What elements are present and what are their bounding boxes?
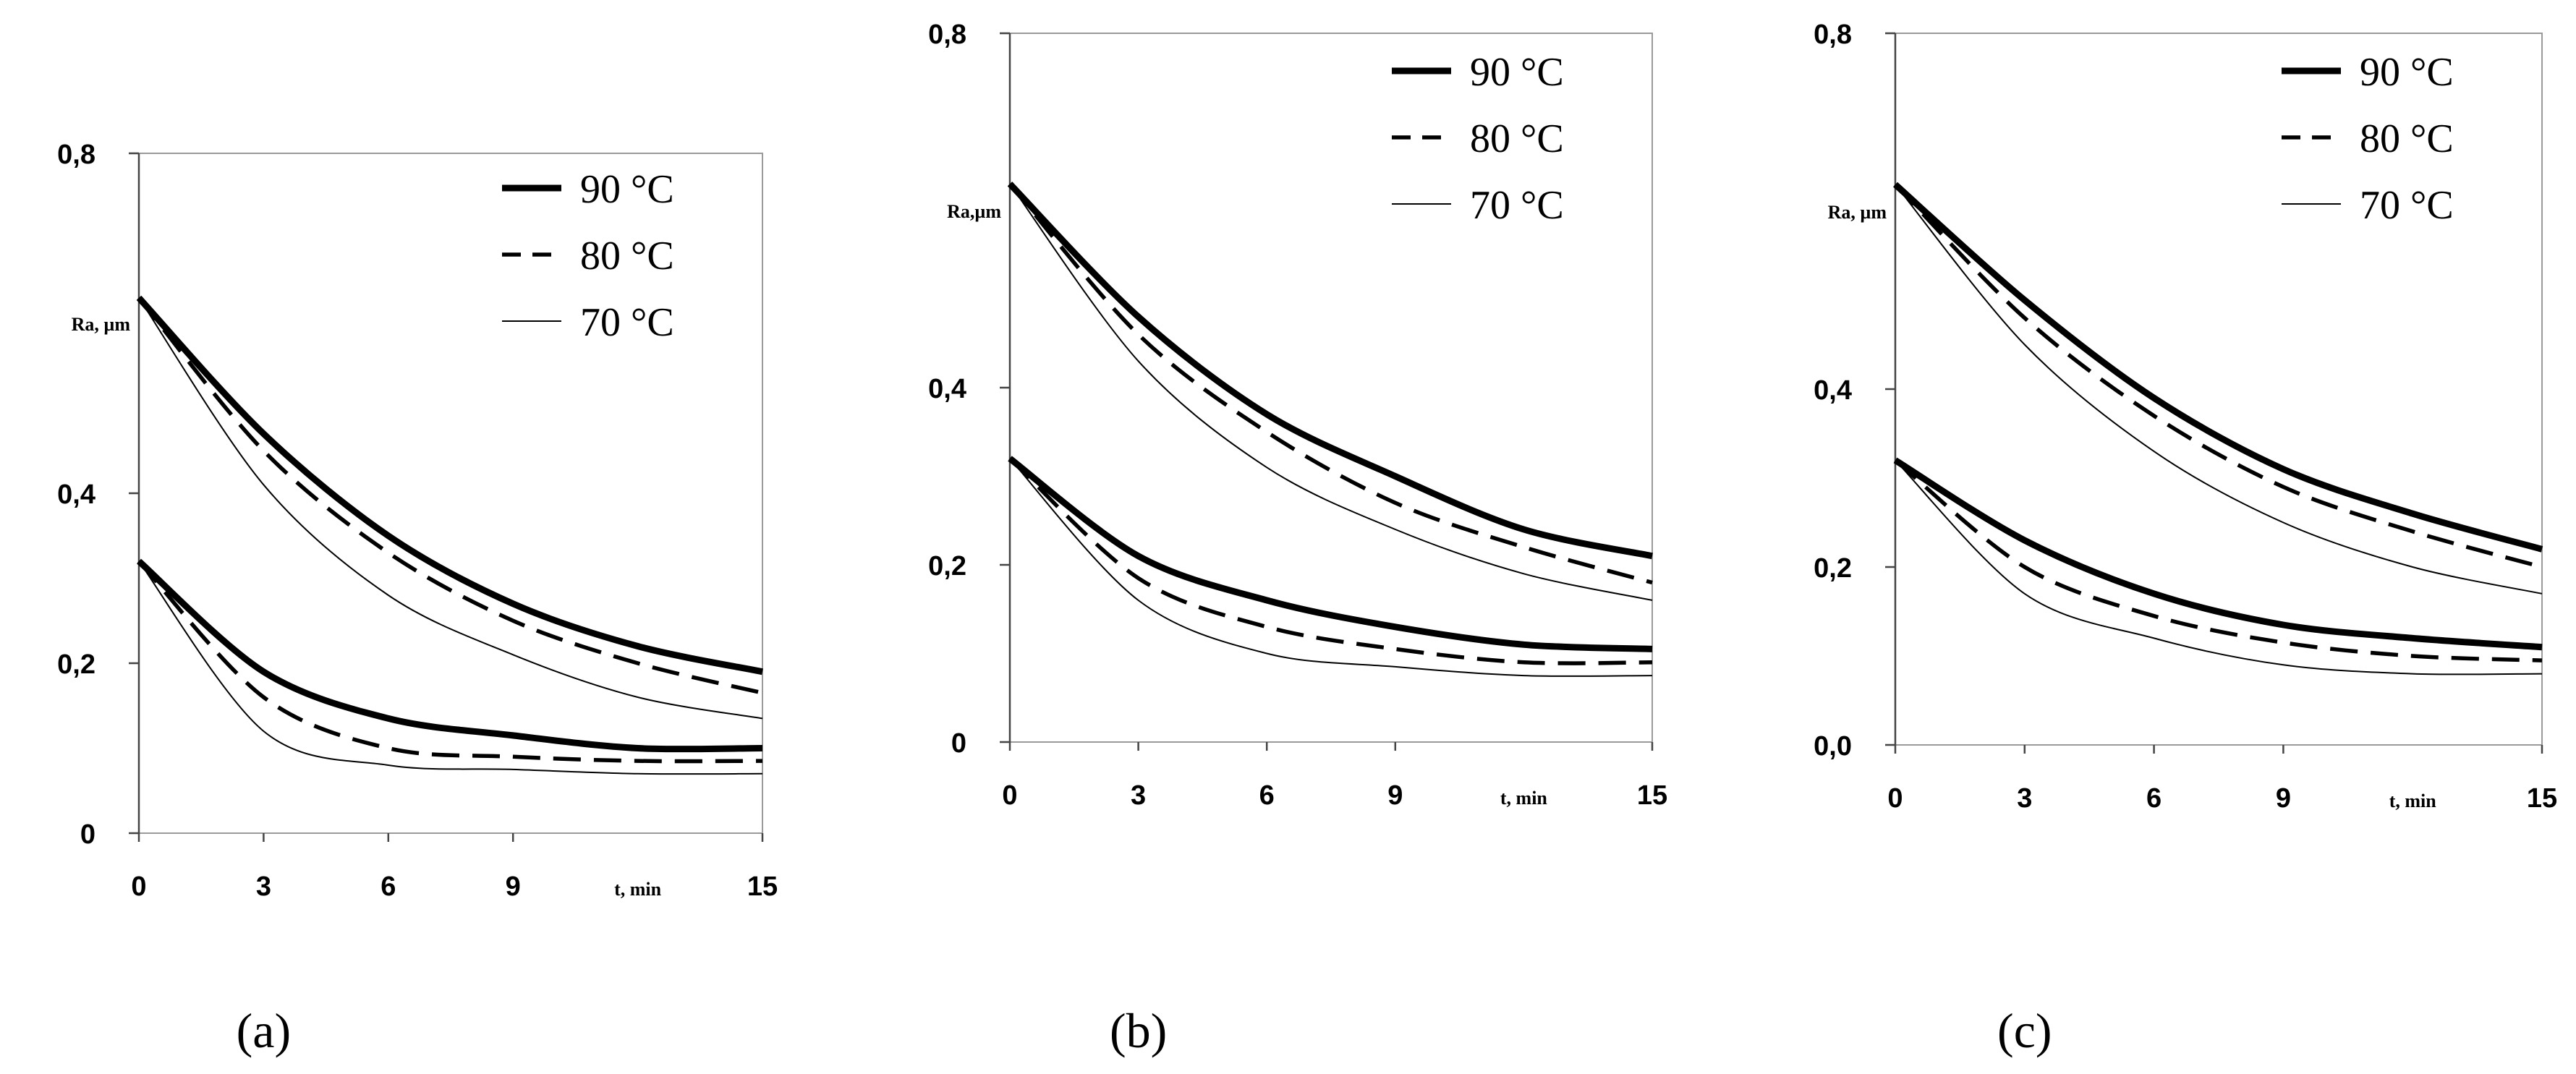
series-line-upper-thin: [138, 297, 763, 720]
legend-label: 80 °C: [2360, 116, 2454, 161]
series-line-lower-thin: [1895, 459, 2543, 675]
x-tick-label: 0: [1002, 780, 1017, 811]
x-tick-label: 3: [2017, 783, 2032, 814]
y-tick-label: 0,2: [1814, 553, 1852, 584]
series-line-lower-thick: [137, 558, 763, 753]
series-line-upper-dashed: [137, 297, 763, 695]
legend-label: 80 °C: [580, 234, 674, 278]
x-tick-label: 9: [1387, 780, 1403, 811]
x-tick-label: 3: [1131, 780, 1146, 811]
y-tick-label: 0,2: [57, 649, 95, 680]
y-tick-label: 0,4: [928, 374, 966, 404]
y-tick-label: 0,8: [1814, 20, 1852, 50]
legend-label: 70 °C: [1470, 183, 1564, 228]
chart-panel-b: 0 0,2 0,4 0,8 0 3 6 9 15 t, min Ra,µm 90 °C 80 °C 70 …: [928, 20, 1667, 1058]
x-tick-label: 15: [2527, 783, 2557, 814]
series-line-lower-dashed: [1008, 456, 1653, 665]
x-tick-label: 6: [381, 871, 396, 902]
series-line-upper-thick: [136, 295, 763, 675]
series-line-lower-thick: [1893, 457, 2543, 651]
x-tick-label: 6: [2146, 783, 2161, 814]
y-axis-label: Ra, µm: [1828, 202, 1887, 223]
series-line-lower-dashed: [1894, 459, 2543, 662]
x-axis-label: t, min: [2389, 790, 2437, 811]
x-axis-label: t, min: [614, 879, 662, 900]
x-axis-label: t, min: [1500, 788, 1548, 809]
panel-label-c: (c): [1997, 1003, 2052, 1058]
legend-label: 70 °C: [2360, 183, 2454, 228]
x-tick-label: 0: [131, 871, 146, 902]
legend-label: 90 °C: [2360, 50, 2454, 95]
y-tick-label: 0: [951, 728, 966, 759]
x-tick-label: 0: [1887, 783, 1903, 814]
series-line-lower-dashed: [137, 560, 763, 764]
series-line-upper-thin: [1009, 183, 1653, 601]
y-tick-label: 0,8: [57, 140, 95, 170]
series-line-upper-dashed: [1894, 183, 2543, 569]
series-line-lower-thick: [1008, 456, 1653, 652]
series-line-upper-dashed: [1008, 182, 1653, 585]
y-tick-label: 0,2: [928, 551, 966, 581]
y-axis-label: Ra,µm: [947, 201, 1001, 222]
legend-label: 90 °C: [1470, 50, 1564, 95]
x-tick-label: 15: [747, 871, 778, 902]
y-axis-label: Ra, µm: [72, 314, 131, 335]
legend-label: 70 °C: [580, 300, 674, 345]
series-line-upper-thin: [1895, 184, 2543, 594]
series-line-lower-thin: [1009, 458, 1653, 677]
y-tick-label: 0,8: [928, 20, 966, 50]
x-tick-label: 3: [256, 871, 271, 902]
x-tick-label: 9: [506, 871, 521, 902]
y-tick-label: 0,4: [1814, 375, 1852, 406]
chart-panel-a: 0 0,2 0,4 0,8 0 3 6 9 15 t, min Ra, µm 90 °C 80 °C 70…: [57, 140, 778, 1058]
panel-label-a: (a): [237, 1003, 291, 1058]
x-tick-label: 9: [2276, 783, 2291, 814]
panel-label-b: (b): [1110, 1003, 1167, 1058]
series-line-upper-thick: [1007, 182, 1653, 560]
y-tick-label: 0,4: [57, 480, 95, 510]
series-line-upper-thick: [1892, 182, 2543, 553]
legend-label: 80 °C: [1470, 116, 1564, 161]
y-tick-label: 0: [80, 819, 95, 850]
legend-label: 90 °C: [580, 167, 674, 212]
x-tick-label: 6: [1259, 780, 1275, 811]
x-tick-label: 15: [1637, 780, 1667, 811]
chart-panel-c: 0,0 0,2 0,4 0,8 0 3 6 9 15 t, min Ra, µm 90 °C 80 °C…: [1814, 20, 2557, 1058]
y-tick-label: 0,0: [1814, 731, 1852, 762]
series-line-lower-thin: [138, 561, 763, 775]
